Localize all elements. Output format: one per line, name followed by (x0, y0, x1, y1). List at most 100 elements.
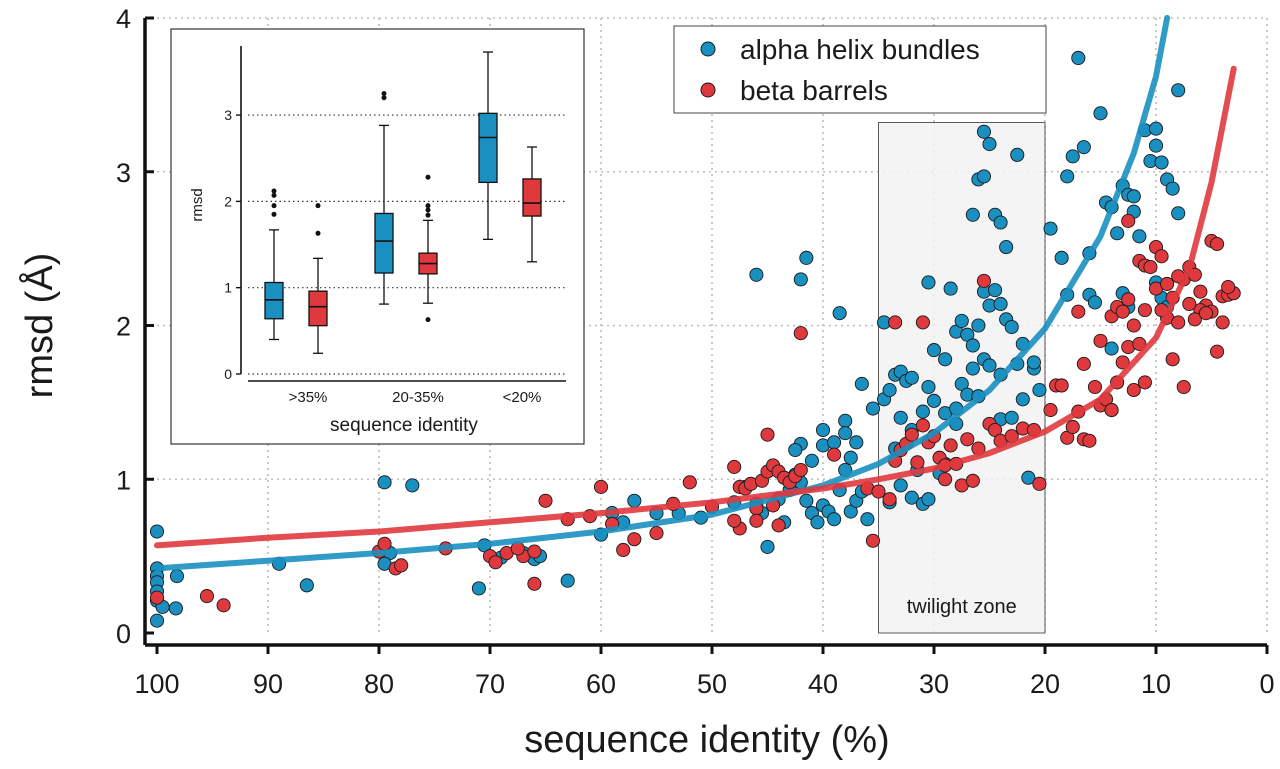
alpha-box-outlier (381, 90, 387, 96)
inset-boxes (264, 51, 542, 354)
beta-fit-curve (154, 65, 1237, 549)
alpha-box-outlier (381, 95, 387, 101)
beta-point (394, 558, 409, 573)
alpha-point (843, 450, 858, 465)
beta-point (527, 576, 542, 591)
beta-point (915, 315, 930, 330)
beta-point (616, 542, 631, 558)
alpha-point (1060, 169, 1075, 184)
y-tick-label: 4 (116, 4, 131, 34)
alpha-box-outlier (271, 203, 277, 209)
alpha-point (838, 426, 853, 441)
alpha-point (1043, 221, 1058, 236)
beta-point (1132, 336, 1147, 352)
inset-axes (236, 46, 566, 382)
beta-point (1043, 403, 1058, 418)
legend-entry-alpha: alpha helix bundles (740, 34, 980, 65)
alpha-fit-curve (154, 15, 1171, 572)
inset-x-tick-label: <20% (503, 389, 542, 406)
beta-point (1076, 356, 1091, 371)
alpha-box-outlier (271, 211, 277, 217)
beta-point (1193, 284, 1208, 299)
alpha-point (849, 435, 864, 450)
alpha-point (943, 281, 958, 296)
beta-point (682, 475, 697, 490)
beta-box (308, 290, 328, 327)
alpha-point (1032, 383, 1047, 398)
alpha-point (299, 578, 314, 593)
beta-point (915, 418, 930, 433)
axes (143, 16, 1269, 654)
beta-point (1176, 379, 1191, 395)
alpha-point (1010, 147, 1025, 162)
beta-point (910, 455, 925, 470)
alpha-point (982, 137, 997, 152)
alpha-point (993, 296, 1008, 312)
alpha-point (799, 493, 814, 508)
alpha-point (976, 169, 992, 184)
alpha-box (264, 281, 284, 320)
beta-point (1143, 260, 1158, 275)
x-tick-label: 90 (253, 669, 283, 699)
beta-point (1160, 276, 1175, 292)
alpha-point (965, 207, 980, 222)
inset-y-tick-label: 2 (224, 193, 232, 209)
alpha-point (1171, 206, 1186, 221)
alpha-point (1148, 138, 1164, 153)
alpha-point (965, 338, 980, 353)
beta-point (976, 273, 992, 288)
legend-entry-beta: beta barrels (740, 75, 888, 106)
x-tick-label: 10 (1141, 669, 1171, 699)
inset-boxplot: 0 1 2 3 >35% 20-35% <20% sequence identity rms… (170, 28, 585, 445)
alpha-point (827, 435, 842, 450)
beta-point (1215, 315, 1230, 330)
twilight-zone-label: twilight zone (907, 596, 1017, 618)
beta-point (904, 427, 919, 442)
alpha-point (1093, 106, 1108, 121)
legend: alpha helix bundles beta barrels (673, 25, 1047, 114)
beta-point (1210, 344, 1225, 359)
alpha-point (982, 358, 997, 373)
inset-y-axis-label: rmsd (189, 188, 206, 221)
beta-points (149, 213, 1241, 613)
beta-point (488, 555, 503, 570)
beta-point (216, 598, 231, 613)
beta-point (865, 533, 881, 548)
alpha-point (993, 215, 1008, 230)
alpha-point (965, 361, 980, 376)
alpha-point (926, 343, 942, 358)
legend-box (673, 25, 1047, 114)
alpha-point (1004, 410, 1019, 425)
alpha-point (954, 313, 969, 328)
y-tick-label: 3 (116, 158, 131, 188)
inset-y-tick-label: 0 (224, 366, 232, 382)
alpha-point (1154, 155, 1169, 170)
beta-point (960, 432, 975, 447)
alpha-point (405, 478, 420, 493)
beta-point (827, 447, 842, 462)
alpha-point (804, 453, 819, 468)
legend-marker-beta (700, 82, 716, 98)
beta-point (538, 493, 553, 508)
beta-point (593, 479, 609, 494)
x-tick-label: 80 (364, 669, 394, 699)
alpha-point (1021, 470, 1036, 485)
x-axis-label: sequence identity (%) (524, 719, 889, 761)
beta-box-outlier (425, 174, 431, 180)
alpha-point (854, 376, 869, 391)
beta-point (965, 473, 980, 488)
alpha-point (149, 613, 165, 628)
alpha-point (1076, 140, 1091, 155)
alpha-point (1065, 149, 1080, 164)
alpha-point (810, 515, 825, 530)
fit-curves (154, 15, 1237, 572)
alpha-point (471, 581, 486, 596)
alpha-box (374, 212, 394, 274)
alpha-point (838, 413, 853, 428)
alpha-point (893, 410, 908, 425)
beta-point (749, 513, 764, 528)
alpha-box-outlier (271, 192, 277, 198)
alpha-point (915, 404, 930, 419)
beta-point (1032, 476, 1047, 491)
